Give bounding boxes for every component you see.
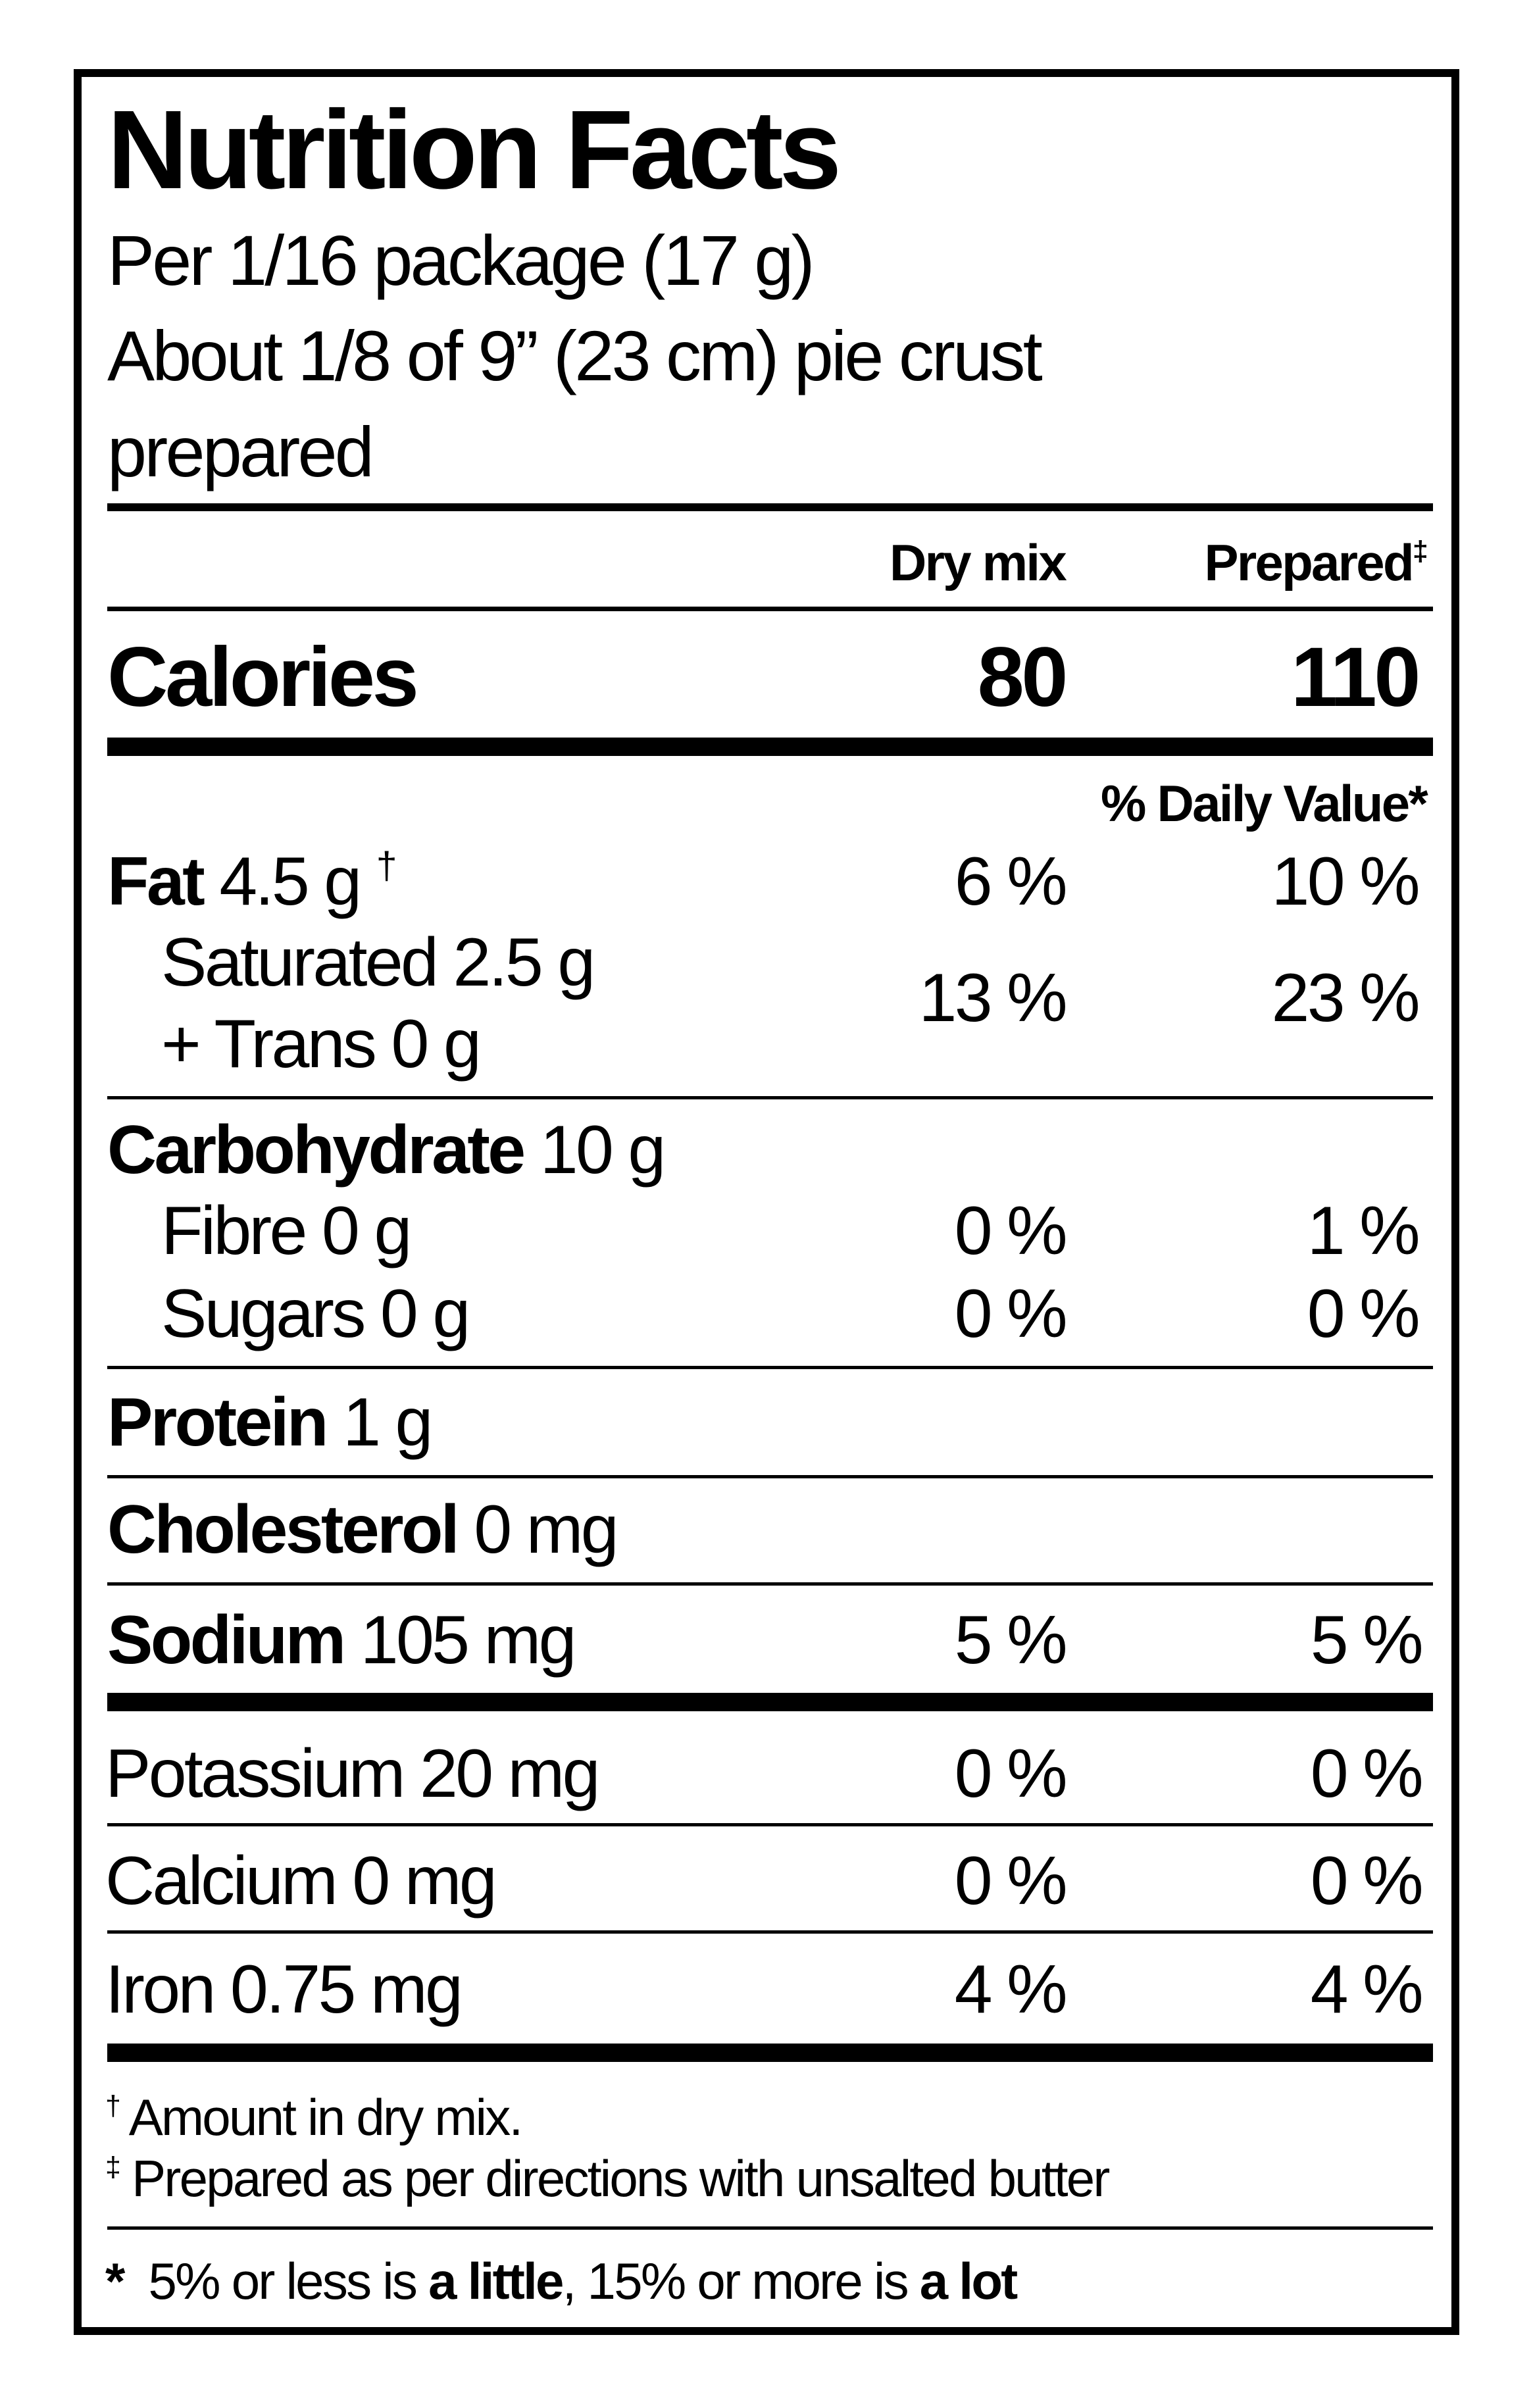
cholesterol-label: Cholesterol xyxy=(107,1492,460,1568)
saturated-dry-dv: 13 % xyxy=(918,960,1068,1036)
thick-divider xyxy=(107,738,1433,756)
fibre-label: Fibre 0 g xyxy=(161,1193,412,1269)
prepared-label: Prepared xyxy=(1204,534,1415,591)
sodium-row: Sodium 105 mg xyxy=(107,1606,576,1674)
divider xyxy=(107,2226,1433,2230)
sodium-label: Sodium xyxy=(107,1602,346,1678)
title: Nutrition Facts xyxy=(107,88,842,213)
column-prepared: Prepared‡ xyxy=(1204,534,1428,591)
double-dagger-mark: ‡ xyxy=(1412,535,1428,567)
protein-amount: 1 g xyxy=(343,1384,433,1461)
carbohydrate-amount: 10 g xyxy=(540,1112,666,1188)
calories-dry: 80 xyxy=(977,630,1068,724)
divider xyxy=(107,607,1433,611)
iron-label: Iron 0.75 mg xyxy=(105,1951,463,2028)
divider xyxy=(107,1475,1433,1478)
fat-prepared-dv: 10 % xyxy=(1271,843,1420,920)
fat-row: Fat 4.5 g † xyxy=(107,844,397,916)
potassium-prepared-dv: 0 % xyxy=(1310,1736,1424,1812)
divider xyxy=(107,1823,1433,1826)
calcium-dry-dv: 0 % xyxy=(954,1843,1068,1919)
note-emphasis-little: a little xyxy=(428,2252,564,2310)
serving-size: Per 1/16 package (17 g) xyxy=(107,220,815,300)
protein-row: Protein 1 g xyxy=(107,1388,433,1457)
carbohydrate-row: Carbohydrate 10 g xyxy=(107,1116,666,1184)
fibre-dry-dv: 0 % xyxy=(954,1193,1068,1269)
sugars-prepared-dv: 0 % xyxy=(1307,1276,1420,1352)
column-dry-mix: Dry mix xyxy=(889,534,1067,591)
calcium-label: Calcium 0 mg xyxy=(105,1843,497,1919)
dagger-mark: † xyxy=(376,844,397,887)
sodium-dry-dv: 5 % xyxy=(954,1602,1068,1678)
divider xyxy=(107,1930,1433,1934)
trans-label: + Trans 0 g xyxy=(161,1006,482,1082)
serving-description: About 1/8 of 9” (23 cm) pie crust xyxy=(107,316,1043,395)
double-dagger-mark: ‡ xyxy=(105,2151,121,2183)
divider xyxy=(107,1366,1433,1369)
cholesterol-amount: 0 mg xyxy=(474,1492,618,1568)
iron-dry-dv: 4 % xyxy=(954,1951,1068,2028)
sugars-dry-dv: 0 % xyxy=(954,1276,1068,1352)
fibre-prepared-dv: 1 % xyxy=(1307,1193,1420,1269)
note-text: , 15% or more is xyxy=(562,2252,920,2310)
asterisk-mark: * xyxy=(105,2252,125,2310)
divider xyxy=(107,1096,1433,1099)
footnote-double-dagger: ‡ Prepared as per directions with unsalt… xyxy=(105,2151,1110,2204)
saturated-label: Saturated 2.5 g xyxy=(161,924,595,1001)
dagger-mark: † xyxy=(105,2090,121,2122)
divider xyxy=(107,503,1433,511)
cholesterol-row: Cholesterol 0 mg xyxy=(107,1495,619,1564)
note-emphasis-lot: a lot xyxy=(919,2252,1018,2310)
thick-divider xyxy=(107,2044,1433,2062)
carbohydrate-label: Carbohydrate xyxy=(107,1112,526,1188)
fat-dry-dv: 6 % xyxy=(954,843,1068,920)
potassium-dry-dv: 0 % xyxy=(954,1736,1068,1812)
fat-label: Fat xyxy=(107,843,205,920)
iron-prepared-dv: 4 % xyxy=(1310,1951,1424,2028)
calcium-prepared-dv: 0 % xyxy=(1310,1843,1424,1919)
protein-label: Protein xyxy=(107,1384,328,1461)
fat-amount: 4.5 g xyxy=(219,843,362,920)
calories-label: Calories xyxy=(107,630,419,724)
footnote-dagger: † Amount in dry mix. xyxy=(105,2090,523,2143)
note-text: 5% or less is xyxy=(148,2252,429,2310)
sodium-amount: 105 mg xyxy=(360,1602,577,1678)
sugars-label: Sugars 0 g xyxy=(161,1276,470,1352)
saturated-prepared-dv: 23 % xyxy=(1271,960,1420,1036)
daily-value-note: * 5% or less is a little, 15% or more is… xyxy=(105,2252,1018,2310)
divider xyxy=(107,1582,1433,1586)
sodium-prepared-dv: 5 % xyxy=(1310,1602,1424,1678)
potassium-label: Potassium 20 mg xyxy=(105,1736,601,1812)
daily-value-header: % Daily Value* xyxy=(1100,774,1428,832)
nutrition-facts-panel xyxy=(74,69,1459,2335)
serving-description-cont: prepared xyxy=(107,412,374,491)
thick-divider xyxy=(107,1693,1433,1711)
footnote-text: Amount in dry mix. xyxy=(128,2088,523,2146)
calories-prepared: 110 xyxy=(1290,630,1421,724)
footnote-text: Prepared as per directions with unsalted… xyxy=(132,2149,1110,2207)
